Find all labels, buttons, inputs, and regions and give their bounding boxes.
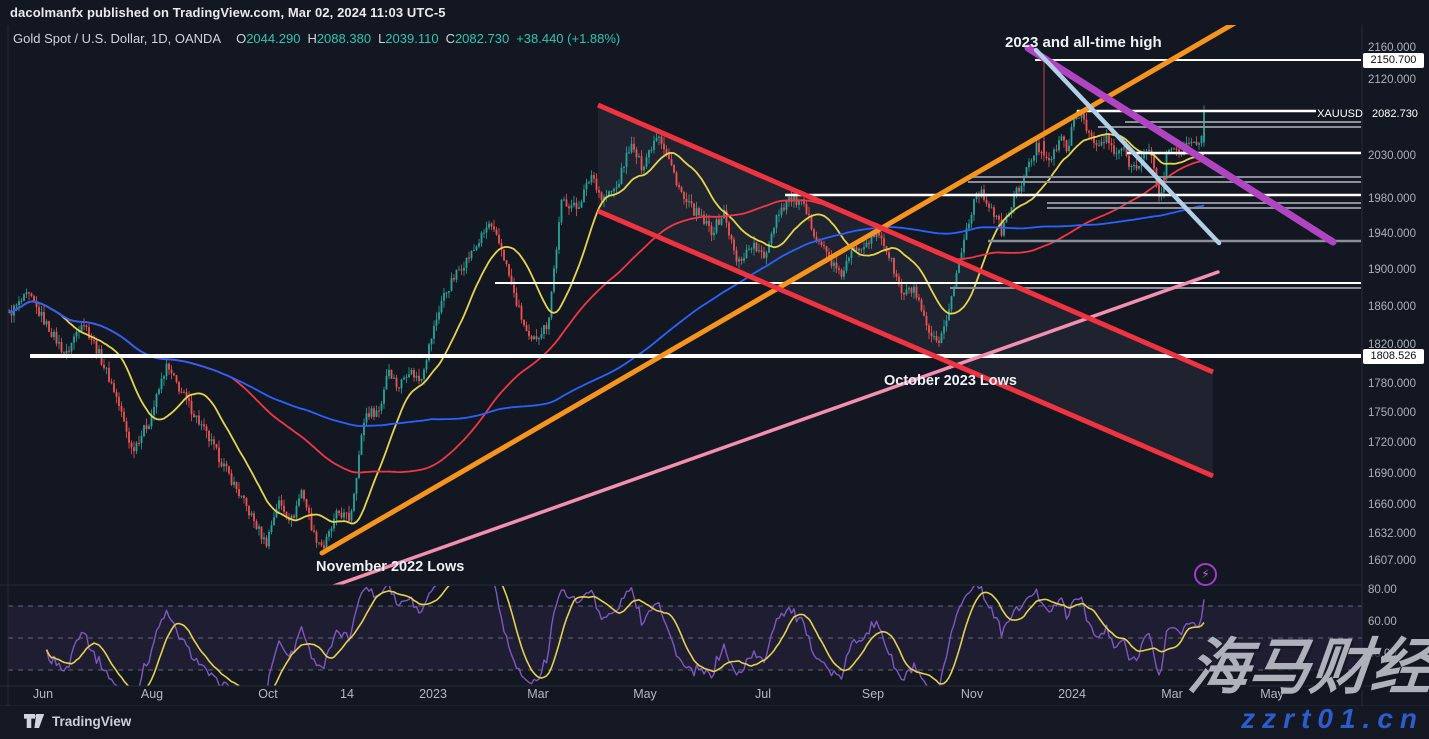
time-tick-label: May xyxy=(1260,687,1284,701)
ohlc-high-value: 2088.380 xyxy=(316,31,372,46)
last-price-tag: XAUUSD 2082.730 xyxy=(1316,106,1424,122)
rsi-tick-label: 80.00 xyxy=(1368,584,1397,596)
time-tick-label: Oct xyxy=(258,687,278,701)
time-axis[interactable]: Jun Aug Oct 14 2023 Mar May Jul Sep Nov 2024 Mar May xyxy=(0,687,1362,706)
price-tick-label: 2120.000 xyxy=(1368,74,1416,87)
price-tick-label: 1860.000 xyxy=(1368,301,1416,314)
tradingview-logo-icon xyxy=(24,714,45,728)
time-tick-label: Mar xyxy=(1161,687,1183,701)
tradingview-logo-text: TradingView xyxy=(52,714,132,729)
price-tick-label: 1820.000 xyxy=(1368,339,1416,352)
time-tick-label: Jun xyxy=(32,687,54,701)
footer-bar xyxy=(0,706,1429,739)
time-tick-label: Aug xyxy=(140,687,164,701)
ohlc-low-key: L xyxy=(378,31,386,46)
time-tick-label: Nov xyxy=(960,687,984,701)
ohlc-open-value: 2044.290 xyxy=(246,31,301,46)
last-price-value: 2082.730 xyxy=(1372,108,1418,120)
price-tick-label: 2160.000 xyxy=(1368,42,1416,55)
time-tick-label: 2023 xyxy=(419,687,447,701)
symbol-title: Gold Spot / U.S. Dollar, 1D, OANDA xyxy=(13,31,222,46)
change-value: +38.440 (+1.88%) xyxy=(516,31,621,46)
price-tick-label: 1632.000 xyxy=(1368,528,1416,541)
time-tick-label: 14 xyxy=(340,687,354,701)
price-tick-label: 1780.000 xyxy=(1368,377,1416,390)
time-tick-label: Sep xyxy=(861,687,885,701)
annotation-november-2022-lows: November 2022 Lows xyxy=(316,559,465,575)
watermark-url: zzrt01.cn xyxy=(1241,703,1424,734)
price-tick-label: 1690.000 xyxy=(1368,467,1416,480)
last-price-symbol: XAUUSD xyxy=(1317,108,1363,120)
price-axis[interactable]: 2160.000 2120.000 2030.000 1980.000 1940.000… xyxy=(1363,25,1429,686)
price-tick-label: 1980.000 xyxy=(1368,192,1416,205)
time-tick-label: Jul xyxy=(755,687,771,701)
annotation-all-time-high: 2023 and all-time high xyxy=(1005,34,1162,51)
watermark-chinese: 海马财经 xyxy=(1184,633,1429,701)
tradingview-logo[interactable]: TradingView xyxy=(24,714,131,729)
ohlc-close-value: 2082.730 xyxy=(454,31,510,46)
annotation-october-2023-lows: October 2023 Lows xyxy=(884,373,1017,389)
ohlc-high-key: H xyxy=(307,31,317,46)
price-tag-support: 1808.526 xyxy=(1363,349,1424,364)
price-tick-label: 1750.000 xyxy=(1368,407,1416,420)
price-tick-label: 1900.000 xyxy=(1368,264,1416,277)
price-tick-label: 1720.000 xyxy=(1368,437,1416,450)
time-tick-label: 2024 xyxy=(1058,687,1086,701)
price-tick-label: 1940.000 xyxy=(1368,228,1416,241)
lightning-icon[interactable]: ⚡ xyxy=(1194,563,1217,586)
attribution-bar: dacolmanfx published on TradingView.com,… xyxy=(0,0,1429,25)
symbol-legend[interactable]: Gold Spot / U.S. Dollar, 1D, OANDA O2044.… xyxy=(13,31,620,46)
ohlc-close-key: C xyxy=(445,31,455,46)
price-tick-label: 1607.000 xyxy=(1368,554,1416,567)
rsi-tick-label: 60.00 xyxy=(1368,616,1397,628)
rsi-tick-label: 40.00 xyxy=(1368,648,1397,660)
ohlc-open-key: O xyxy=(236,31,247,46)
price-tick-label: 2030.000 xyxy=(1368,149,1416,162)
price-tag-ath: 2150.700 xyxy=(1363,53,1424,68)
time-tick-label: May xyxy=(633,687,657,701)
time-tick-label: Mar xyxy=(527,687,549,701)
attribution-text: dacolmanfx published on TradingView.com,… xyxy=(10,5,446,20)
price-tick-label: 1660.000 xyxy=(1368,498,1416,511)
ohlc-low-value: 2039.110 xyxy=(385,31,439,46)
